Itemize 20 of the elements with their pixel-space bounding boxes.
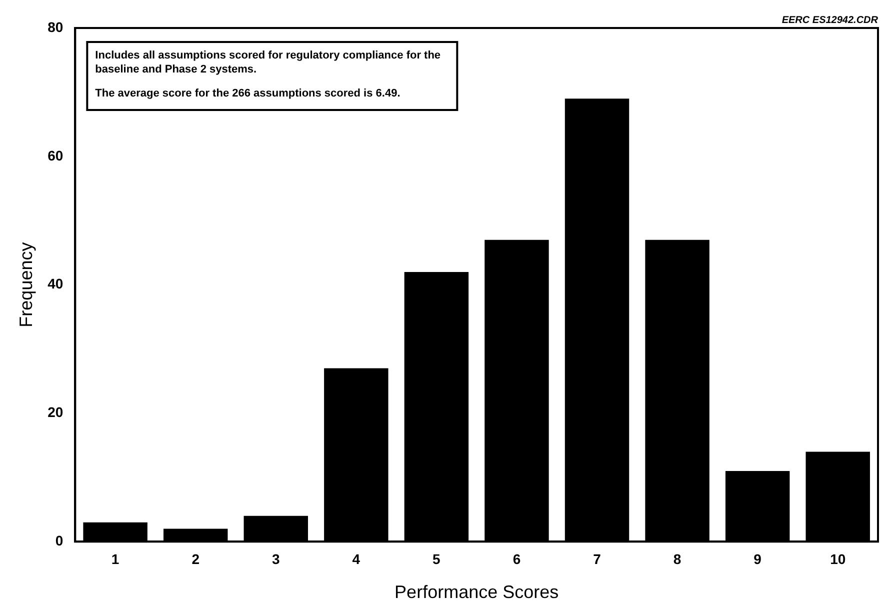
y-tick-label: 0 xyxy=(55,532,64,548)
text: EERC ES12942.CDR xyxy=(782,14,879,26)
x-axis-title: Performance Scores xyxy=(394,582,559,602)
annotation: The average score for the 266 assumptions scored is 6.49. xyxy=(95,88,400,100)
y-axis-title: Frequency xyxy=(16,242,36,328)
x-tick-label: 4 xyxy=(352,550,360,567)
x-tick-label: 3 xyxy=(272,550,280,567)
x-tick-label: 2 xyxy=(192,550,200,567)
x-tick-label: 7 xyxy=(593,550,602,567)
y-tick-label: 60 xyxy=(48,147,64,164)
y-tick-label: 40 xyxy=(48,276,64,292)
annotation: Includes all assumptions scored for regulatory compliance for the baseline and Phase 2 systems. xyxy=(95,50,441,76)
x-tick-label: 8 xyxy=(673,550,682,567)
x-tick-label: 10 xyxy=(830,550,846,567)
x-tick-label: 9 xyxy=(754,550,762,567)
y-tick-label: 80 xyxy=(48,18,64,35)
x-tick-label: 6 xyxy=(512,550,521,567)
x-tick-label: 5 xyxy=(432,550,441,567)
x-tick-label: 1 xyxy=(111,550,120,567)
y-tick-label: 20 xyxy=(48,404,64,420)
